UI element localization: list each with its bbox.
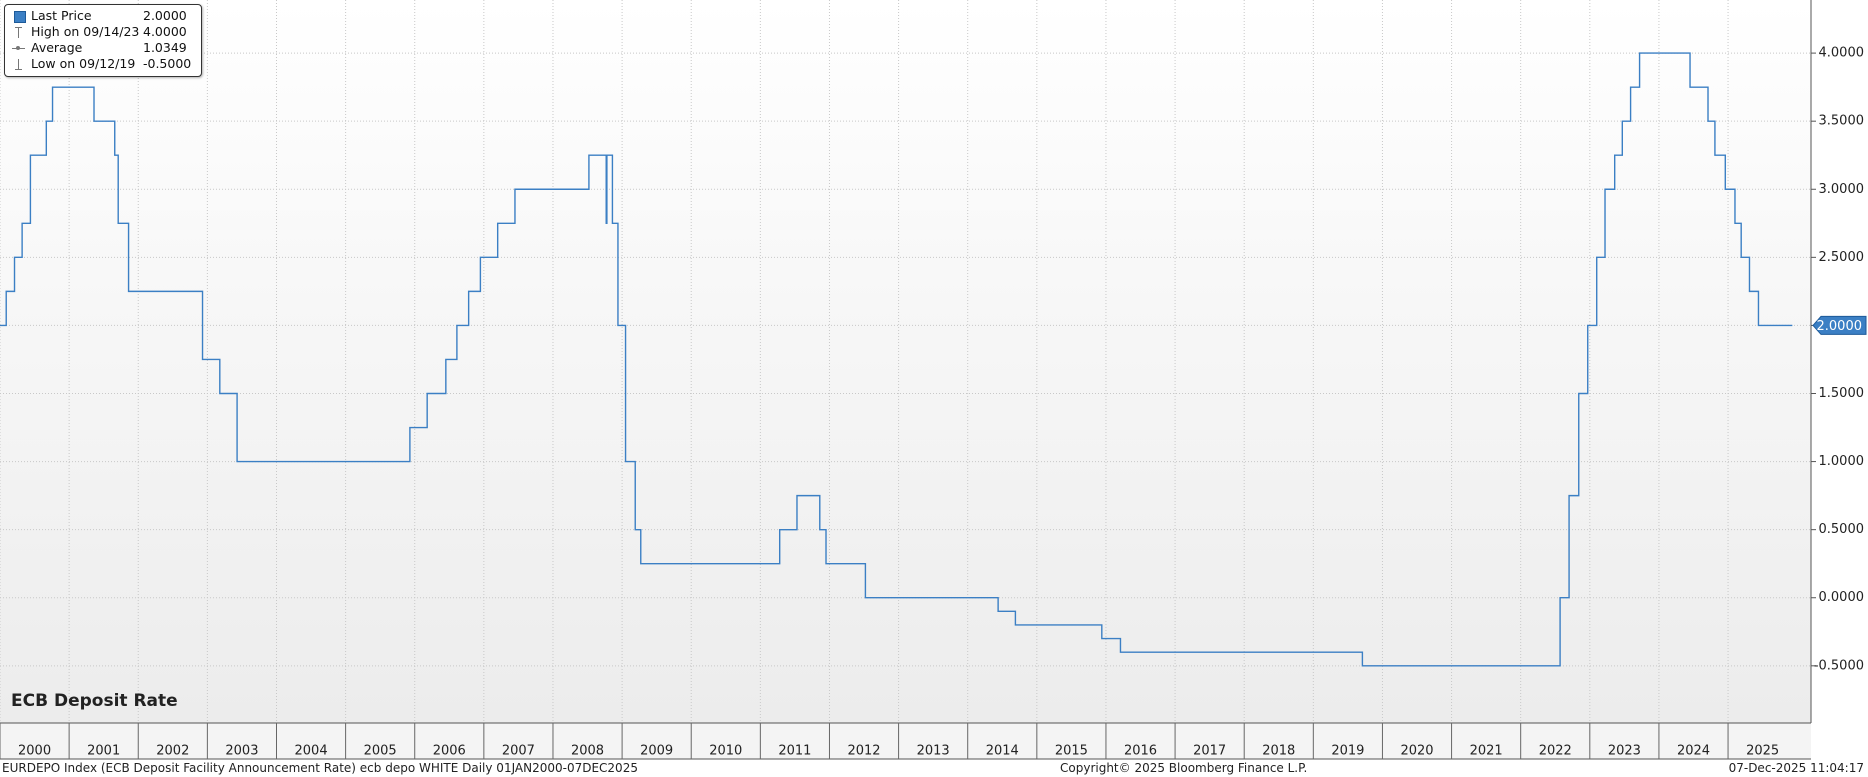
- x-tick-label: 2016: [1124, 744, 1157, 759]
- footer-center: Copyright© 2025 Bloomberg Finance L.P.: [1060, 761, 1308, 775]
- x-tick-label: 2005: [364, 744, 397, 759]
- legend-icon: [11, 25, 27, 39]
- x-tick-label: 2003: [225, 744, 258, 759]
- legend-name: Last Price: [31, 8, 92, 23]
- x-tick-label: 2013: [917, 744, 950, 759]
- y-tick-label: 4.0000: [1819, 46, 1865, 61]
- legend-name: Low on 09/12/19: [31, 56, 136, 71]
- footer-left: EURDEPO Index (ECB Deposit Facility Anno…: [2, 761, 638, 775]
- x-tick-label: 2021: [1470, 744, 1503, 759]
- legend-row: Low on 09/12/19 -0.5000: [11, 56, 193, 72]
- y-tick-label: 0.0000: [1819, 590, 1865, 605]
- legend: Last Price 2.0000 High on 09/14/23 4.000…: [4, 4, 202, 77]
- legend-icon: [11, 41, 27, 55]
- x-tick-label: 2017: [1193, 744, 1226, 759]
- x-tick-label: 2010: [709, 744, 742, 759]
- x-tick-label: 2025: [1746, 744, 1779, 759]
- legend-row: Last Price 2.0000: [11, 8, 193, 24]
- legend-icon: [11, 9, 27, 23]
- x-tick-label: 2006: [433, 744, 466, 759]
- x-tick-label: 2018: [1262, 744, 1295, 759]
- x-tick-label: 2008: [571, 744, 604, 759]
- y-tick-label: 1.0000: [1819, 454, 1865, 469]
- legend-value: 4.0000: [143, 24, 187, 39]
- rate-line: [0, 52, 1793, 667]
- last-price-tag: [1812, 315, 1867, 335]
- x-tick-label: 2011: [778, 744, 811, 759]
- y-tick-label: -0.5000: [1814, 658, 1864, 673]
- x-tick-label: 2023: [1608, 744, 1641, 759]
- grid: [0, 0, 1816, 759]
- last-price-label: 2.0000: [1817, 319, 1863, 334]
- y-tick-label: 2.5000: [1819, 250, 1865, 265]
- y-tick-label: 3.0000: [1819, 182, 1865, 197]
- x-tick-label: 2020: [1400, 744, 1433, 759]
- y-tick-label: 1.5000: [1819, 386, 1865, 401]
- x-tick-label: 2009: [640, 744, 673, 759]
- legend-icon: [11, 57, 27, 71]
- y-tick-label: 0.5000: [1819, 522, 1865, 537]
- y-tick-label: 3.5000: [1819, 114, 1865, 129]
- x-tick-label: 2024: [1677, 744, 1710, 759]
- x-tick-label: 2001: [87, 744, 120, 759]
- legend-row: High on 09/14/23 4.0000: [11, 24, 193, 40]
- legend-row: Average 1.0349: [11, 40, 193, 56]
- x-tick-label: 2022: [1539, 744, 1572, 759]
- x-tick-label: 2015: [1055, 744, 1088, 759]
- x-tick-label: 2007: [502, 744, 535, 759]
- x-tick-label: 2014: [986, 744, 1019, 759]
- legend-value: -0.5000: [143, 56, 192, 71]
- x-tick-label: 2000: [18, 744, 51, 759]
- marks: [0, 52, 1793, 667]
- legend-name: High on 09/14/23: [31, 24, 140, 39]
- x-tick-label: 2019: [1331, 744, 1364, 759]
- legend-name: Average: [31, 40, 83, 55]
- x-axis-band: [0, 723, 1811, 759]
- chart-title: ECB Deposit Rate: [11, 691, 178, 711]
- legend-value: 1.0349: [143, 40, 187, 55]
- x-tick-label: 2012: [847, 744, 880, 759]
- x-tick-label: 2002: [156, 744, 189, 759]
- footer-right: 07-Dec-2025 11:04:17: [1728, 761, 1864, 775]
- legend-value: 2.0000: [143, 8, 187, 23]
- plot-area: [0, 0, 1811, 723]
- x-tick-label: 2004: [295, 744, 328, 759]
